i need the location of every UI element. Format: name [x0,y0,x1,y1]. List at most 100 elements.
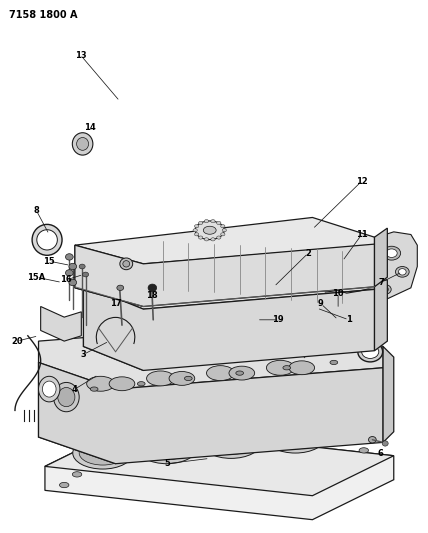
Ellipse shape [359,448,369,453]
Ellipse shape [65,254,73,260]
Ellipse shape [137,432,197,464]
Ellipse shape [241,317,247,322]
Ellipse shape [79,264,85,269]
Ellipse shape [369,437,376,443]
Text: 7: 7 [378,278,384,287]
Ellipse shape [362,345,379,359]
Ellipse shape [300,319,307,324]
Polygon shape [173,304,212,322]
Polygon shape [311,341,339,351]
Ellipse shape [162,345,172,352]
Ellipse shape [262,309,269,314]
Text: 7158 1800 A: 7158 1800 A [9,10,77,20]
Ellipse shape [143,435,190,459]
Ellipse shape [204,220,208,223]
Polygon shape [45,426,394,496]
Ellipse shape [217,221,221,224]
Ellipse shape [195,221,224,239]
Ellipse shape [199,236,203,239]
Ellipse shape [72,133,93,155]
Ellipse shape [299,350,309,356]
Ellipse shape [222,348,232,354]
Ellipse shape [265,421,325,453]
Polygon shape [374,280,387,351]
Ellipse shape [279,310,286,315]
Ellipse shape [358,342,383,362]
Polygon shape [212,304,250,322]
Ellipse shape [395,266,409,277]
Polygon shape [250,304,289,322]
Polygon shape [45,426,394,520]
Polygon shape [39,362,116,464]
Ellipse shape [202,307,209,312]
Polygon shape [269,341,296,351]
Ellipse shape [194,224,199,228]
Ellipse shape [32,224,62,255]
Ellipse shape [206,366,234,381]
Ellipse shape [109,377,135,391]
Ellipse shape [163,315,170,319]
Ellipse shape [54,383,79,411]
Polygon shape [374,228,387,287]
Ellipse shape [37,230,57,250]
Text: 6: 6 [378,449,384,457]
Ellipse shape [79,441,126,465]
Ellipse shape [261,424,270,429]
Ellipse shape [69,279,77,286]
Ellipse shape [65,270,73,276]
Ellipse shape [204,238,208,241]
Ellipse shape [73,437,133,469]
Ellipse shape [283,366,291,370]
Ellipse shape [379,285,391,294]
Ellipse shape [169,372,195,385]
Ellipse shape [77,138,89,150]
Ellipse shape [266,360,294,375]
Ellipse shape [196,424,206,429]
Ellipse shape [58,387,75,407]
Ellipse shape [193,229,197,232]
Ellipse shape [184,376,192,381]
Ellipse shape [240,308,248,313]
Ellipse shape [208,431,255,454]
Polygon shape [83,261,374,309]
Ellipse shape [398,269,406,275]
Text: 17: 17 [110,300,122,308]
Polygon shape [83,285,374,370]
Text: 15: 15 [43,257,55,265]
Ellipse shape [201,426,261,458]
Polygon shape [41,306,81,341]
Polygon shape [75,217,374,264]
Ellipse shape [128,344,138,351]
Ellipse shape [72,472,82,477]
Ellipse shape [117,285,124,290]
Polygon shape [366,232,417,304]
Polygon shape [83,285,143,370]
Polygon shape [149,341,176,351]
Ellipse shape [123,261,130,267]
Ellipse shape [129,305,137,310]
Ellipse shape [383,246,401,260]
Ellipse shape [262,318,268,322]
Ellipse shape [194,233,199,236]
Text: 1: 1 [346,316,352,324]
Ellipse shape [86,376,114,391]
Ellipse shape [261,306,279,318]
Ellipse shape [289,361,315,375]
Polygon shape [86,277,377,349]
Ellipse shape [146,305,154,311]
Ellipse shape [163,306,171,311]
Ellipse shape [382,441,388,446]
Ellipse shape [148,284,157,292]
Ellipse shape [217,236,221,239]
Ellipse shape [145,345,155,351]
Ellipse shape [223,308,231,313]
Polygon shape [75,244,374,306]
Ellipse shape [222,306,240,318]
Ellipse shape [184,306,202,318]
Ellipse shape [221,224,225,228]
Ellipse shape [279,319,285,323]
Ellipse shape [382,287,388,292]
Polygon shape [191,341,219,351]
Polygon shape [39,362,383,464]
Text: 19: 19 [272,316,284,324]
